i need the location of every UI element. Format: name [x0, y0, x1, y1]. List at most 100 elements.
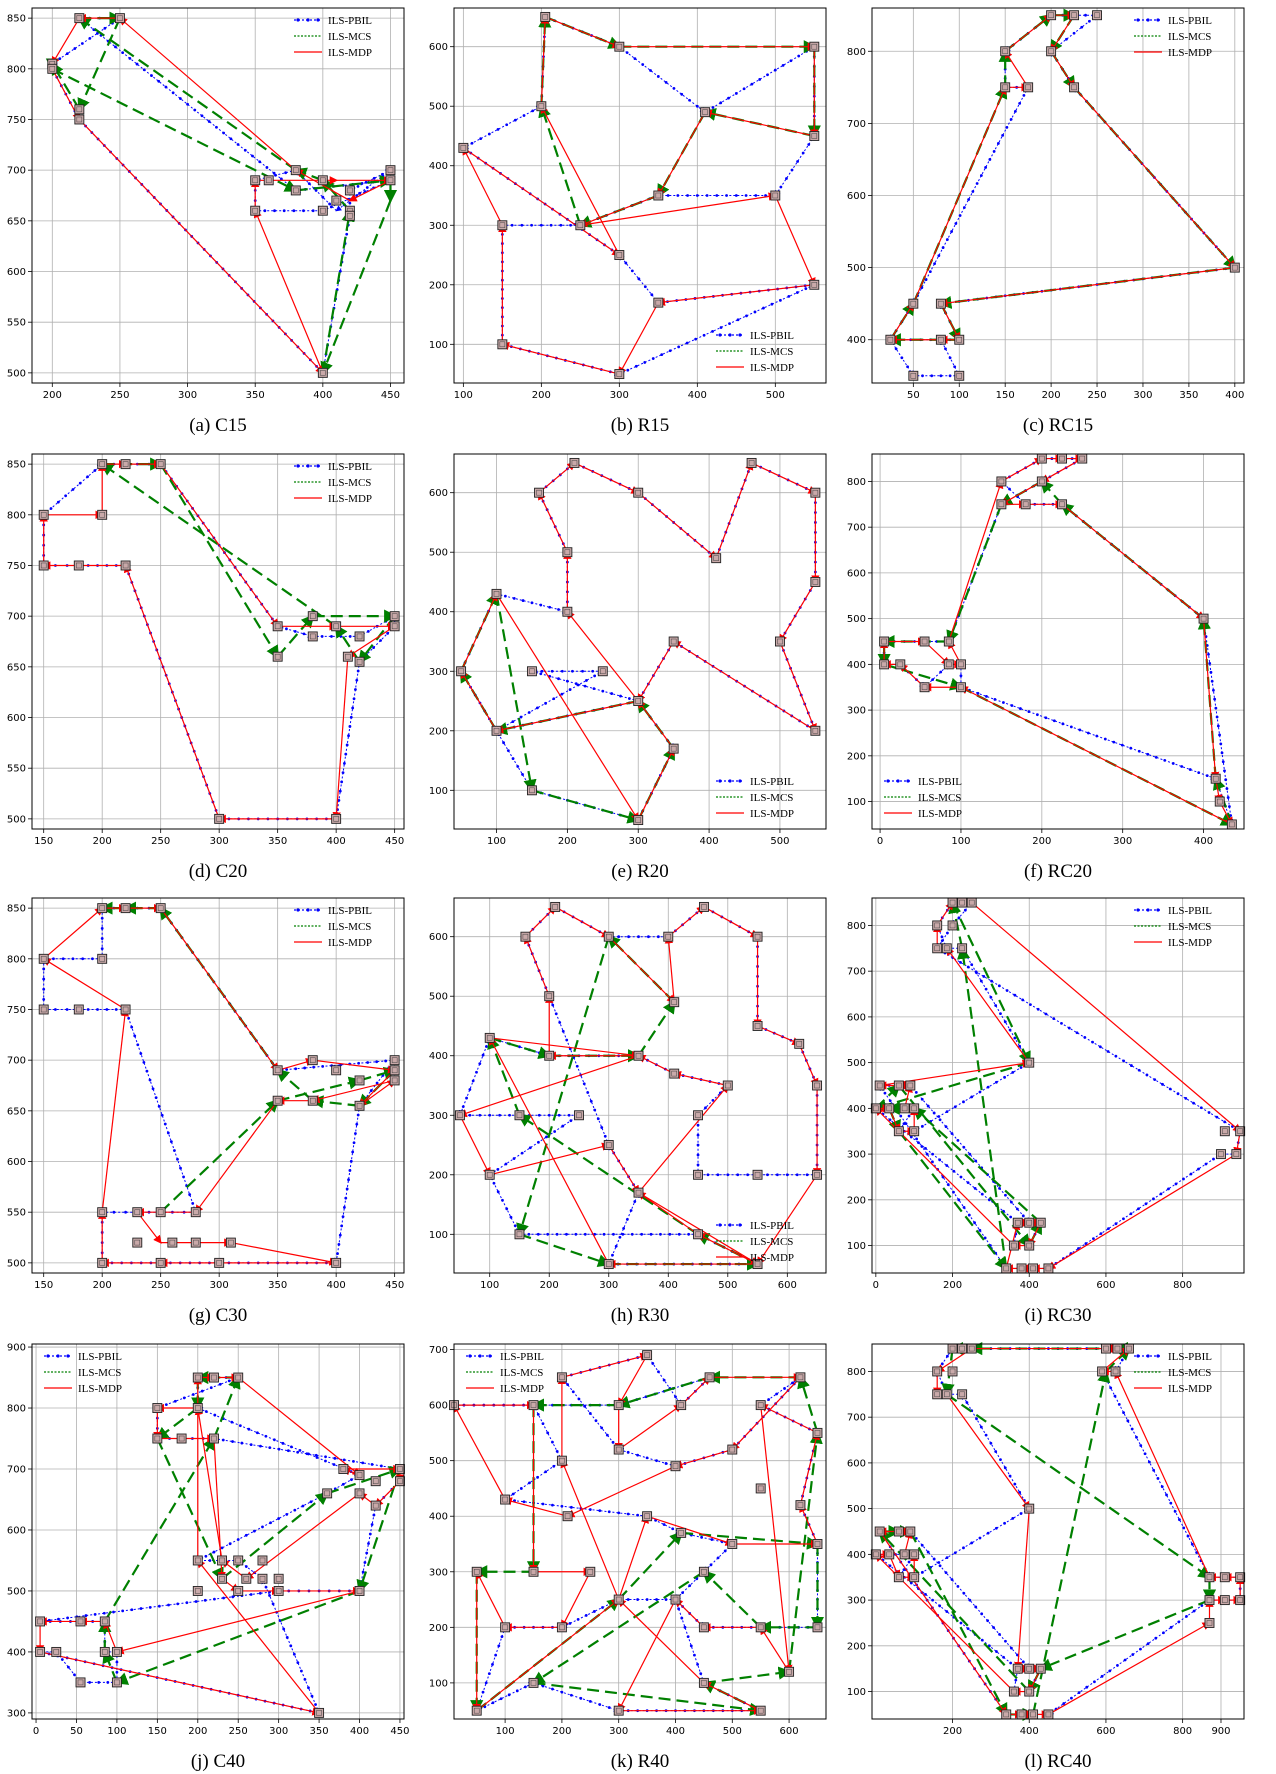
mdp-route-segment	[1046, 1153, 1237, 1270]
pbil-route-point	[314, 1703, 317, 1706]
pbil-route-point	[178, 97, 182, 100]
pbil-route-point	[956, 1138, 960, 1142]
customer-node-inner	[211, 1374, 217, 1381]
pbil-route-point	[557, 1113, 561, 1117]
mdp-route-segment	[608, 936, 676, 1004]
y-tick-label: 300	[847, 706, 866, 717]
customer-node	[1092, 10, 1102, 21]
customer-node	[810, 487, 821, 498]
customer-node-inner	[678, 1530, 684, 1536]
pbil-route-segment	[357, 1505, 377, 1593]
pbil-route-point	[959, 960, 962, 964]
pbil-route-point	[379, 639, 383, 642]
pbil-route-point	[728, 322, 731, 326]
y-tick-label: 500	[429, 102, 448, 113]
pbil-route-segment	[495, 670, 604, 732]
customer-node	[1214, 796, 1225, 807]
customer-node-inner	[958, 661, 964, 668]
pbil-route-point	[664, 1462, 668, 1465]
y-tick-label: 600	[429, 488, 448, 499]
pbil-route-point	[1199, 1106, 1203, 1110]
customer-node	[1046, 46, 1057, 57]
customer-node-inner	[546, 1052, 552, 1059]
pbil-route-point	[81, 957, 85, 961]
pbil-route-point	[293, 629, 297, 633]
pbil-route-point	[978, 1090, 982, 1094]
customer-node-inner	[949, 1368, 956, 1375]
customer-node-inner	[1206, 1597, 1213, 1603]
customer-node-inner	[102, 1649, 108, 1655]
y-tick-label: 700	[7, 1465, 26, 1476]
customer-node-inner	[748, 460, 755, 466]
plot-area	[32, 8, 404, 383]
customer-node	[812, 1539, 823, 1549]
mcs-route-segment	[897, 1130, 1008, 1271]
pbil-route-point	[973, 1221, 976, 1225]
mcs-route-segment	[702, 1569, 762, 1629]
pbil-route-point	[1146, 752, 1150, 756]
customer-node-inner	[812, 579, 819, 585]
pbil-route-point	[324, 1459, 327, 1463]
mdp-route-segment	[358, 1069, 396, 1107]
y-tick-label: 700	[847, 967, 866, 978]
pbil-route-point	[672, 86, 676, 90]
customer-node	[1043, 1709, 1054, 1720]
legend-label: ILS-MDP	[500, 1383, 544, 1395]
pbil-route-point	[164, 85, 168, 89]
pbil-route-point	[65, 52, 69, 56]
pbil-route-point	[220, 1546, 224, 1550]
pbil-route-point	[614, 1244, 618, 1248]
customer-node-inner	[1114, 1345, 1121, 1352]
mdp-route-segment	[1073, 86, 1236, 269]
customer-node-inner	[814, 1541, 821, 1547]
pbil-route-point	[298, 1448, 302, 1452]
panel-caption: (b) R15	[611, 415, 670, 436]
pbil-route-point	[565, 679, 569, 683]
x-tick-label: 100	[480, 1280, 499, 1291]
pbil-route-point	[386, 631, 390, 635]
customer-node	[1069, 10, 1080, 21]
customer-node	[956, 682, 966, 693]
pbil-route-point	[100, 916, 104, 920]
pbil-route-point	[941, 246, 945, 249]
pbil-route-point	[513, 118, 517, 122]
pbil-route-point	[946, 931, 949, 935]
mcs-route-segment	[797, 1374, 819, 1434]
pbil-route-point	[1204, 1162, 1208, 1166]
y-tick-label: 600	[429, 932, 448, 943]
legend-swatch-dot	[1156, 1354, 1160, 1358]
pbil-route-point	[649, 69, 652, 72]
customer-node-inner	[949, 899, 956, 906]
pbil-route-point	[1137, 749, 1141, 753]
pbil-route-point	[560, 692, 564, 696]
customer-node	[668, 636, 679, 647]
pbil-route-point	[1019, 1066, 1023, 1069]
chart-panel: 50 100 150 200 250 300 350 400400500600700800IL…	[847, 7, 1245, 436]
pbil-route-point	[781, 63, 785, 67]
pbil-route-point	[1144, 1202, 1148, 1206]
pbil-route-point	[1029, 1003, 1032, 1006]
pbil-route-point	[994, 1526, 998, 1530]
customer-node	[273, 1586, 284, 1596]
customer-node-inner	[665, 933, 672, 940]
y-tick-label: 850	[7, 14, 26, 25]
y-tick-label: 550	[7, 318, 26, 329]
pbil-route-point	[664, 81, 668, 84]
customer-node	[895, 659, 906, 670]
x-tick-label: 300	[1113, 836, 1132, 847]
customer-node-inner	[1216, 798, 1223, 805]
pbil-route-point	[310, 1694, 314, 1698]
customer-node-inner	[228, 1239, 234, 1246]
pbil-route-point	[546, 1232, 550, 1236]
pbil-route-point	[1114, 1054, 1118, 1058]
customer-node	[73, 1004, 84, 1015]
customer-node-inner	[1071, 12, 1077, 18]
mdp-route-segment	[230, 1242, 338, 1266]
pbil-route-point	[485, 1045, 488, 1048]
pbil-route-point	[115, 1660, 119, 1664]
pbil-route-segment	[608, 1191, 640, 1265]
y-tick-label: 300	[429, 221, 448, 232]
pbil-route-point	[711, 1098, 715, 1102]
pbil-route-point	[1177, 1620, 1181, 1624]
customer-node-inner	[959, 899, 965, 906]
